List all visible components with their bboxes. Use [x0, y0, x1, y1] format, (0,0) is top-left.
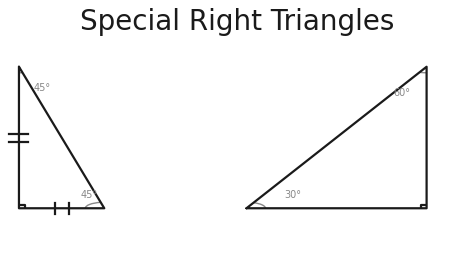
Text: 45°: 45°: [33, 83, 50, 93]
Text: 45°: 45°: [81, 190, 98, 200]
Text: Special Right Triangles: Special Right Triangles: [80, 8, 394, 36]
Text: 30°: 30°: [284, 190, 301, 200]
Text: 60°: 60°: [393, 88, 410, 99]
